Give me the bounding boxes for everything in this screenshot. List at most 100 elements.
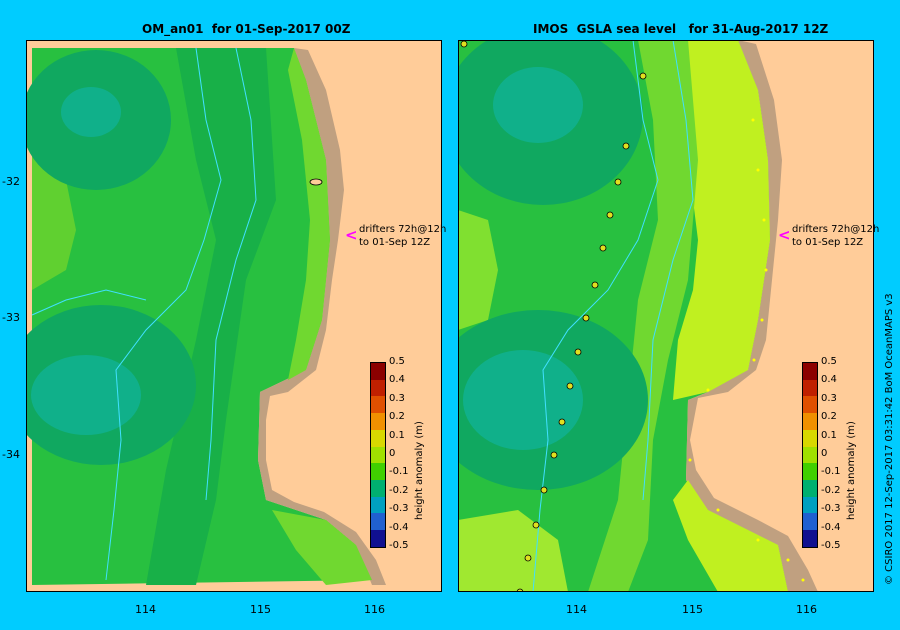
frame: [458, 40, 874, 592]
drifter-point: [582, 314, 590, 322]
colorbar-segment: [803, 463, 817, 481]
colorbar-tick-label: 0.5: [821, 356, 837, 367]
drifter-point: [550, 451, 558, 459]
eddy-south-inner: [31, 355, 141, 435]
drifter-label-right: drifters 72h@12h to 01-Sep 12Z: [792, 224, 880, 248]
lon-tick-left-1: 114: [135, 603, 156, 616]
left-map-svg: [6, 40, 442, 592]
colorbar-tick-label: 0.3: [821, 392, 837, 404]
bathymetry-line-1: [532, 39, 659, 593]
colorbar-left: [370, 362, 386, 548]
colorbar-tick-label: -0.4: [389, 521, 409, 533]
lat-tick-left-1: -32: [2, 175, 20, 188]
lon-tick-left-3: 116: [364, 603, 385, 616]
drifter-point: [540, 486, 548, 494]
colorbar-right: [802, 362, 818, 548]
left-panel-title: OM_an01 for 01-Sep-2017 00Z: [142, 22, 351, 36]
eddy-north-inner: [493, 67, 583, 143]
colorbar-tick-label: 0: [821, 448, 828, 459]
colorbar-segment: [371, 480, 385, 497]
drifter-point: [460, 40, 468, 48]
light-patch-west: [32, 150, 76, 290]
colorbar-tick-label: -0.5: [389, 540, 409, 551]
drifter-point: [574, 348, 582, 356]
colorbar-left-title: height anomaly (m): [414, 421, 425, 520]
colorbar-segment: [803, 413, 817, 430]
drifter-point: [532, 521, 540, 529]
eddy-north-inner: [61, 87, 121, 137]
colorbar-segment: [803, 496, 817, 514]
lon-tick-left-2: 115: [250, 603, 271, 616]
drifter-point: [606, 211, 614, 219]
colorbar-right-title: height anomaly (m): [846, 421, 857, 520]
drifter-point: [622, 142, 630, 150]
colorbar-tick-label: 0.1: [389, 429, 405, 441]
colorbar-tick-label: -0.1: [821, 466, 841, 478]
colorbar-tick-label: -0.2: [389, 484, 409, 496]
colorbar-tick-label: 0.2: [821, 411, 837, 423]
bathymetry-line-2: [642, 39, 694, 501]
colorbar-segment: [371, 496, 385, 514]
light-patch-west: [458, 210, 498, 330]
right-map-svg: [428, 25, 874, 596]
eddy-south-inner: [463, 350, 583, 450]
colorbar-tick-label: 0.1: [821, 429, 837, 441]
drifter-point: [614, 178, 622, 186]
colorbar-segment: [803, 446, 817, 464]
lon-tick-right-3: 116: [796, 603, 817, 616]
colorbar-tick-label: -0.5: [821, 540, 841, 551]
lat-tick-left-3: -34: [2, 448, 20, 461]
colorbar-segment: [803, 396, 817, 414]
colorbar-segment: [371, 463, 385, 481]
colorbar-segment: [371, 413, 385, 430]
colorbar-tick-label: -0.4: [821, 521, 841, 533]
mid-band: [588, 40, 698, 592]
colorbar-tick-label: 0.4: [821, 374, 837, 386]
observation-dots: [688, 118, 805, 582]
light-patch-sw: [458, 510, 568, 592]
colorbar-segment: [371, 363, 385, 380]
shelf-band: [288, 48, 330, 380]
bathymetry-line-3: [31, 289, 147, 316]
drifter-point: [639, 72, 647, 80]
drifter-point: [558, 418, 566, 426]
lon-tick-right-1: 114: [566, 603, 587, 616]
bathymetry-line-2: [205, 47, 257, 501]
shelf-band-south: [272, 510, 372, 585]
drifter-point: [566, 382, 574, 390]
colorbar-segment: [371, 396, 385, 414]
shelf-band: [673, 40, 770, 400]
colorbar-tick-label: 0.2: [389, 411, 405, 423]
shelf-band-south: [673, 480, 788, 592]
bathymetry-line-1: [105, 47, 222, 581]
drifter-point: [524, 554, 532, 562]
drifter-point: [591, 281, 599, 289]
credit-text: © CSIRO 2017 12-Sep-2017 03:31:42 BoM Oc…: [884, 293, 895, 585]
colorbar-segment: [803, 530, 817, 547]
drifter-arrow-right: <: [778, 226, 791, 244]
colorbar-tick-label: 0.4: [389, 374, 405, 386]
drifter-point: [599, 244, 607, 252]
lon-tick-right-2: 115: [682, 603, 703, 616]
right-map-panel: [428, 25, 874, 596]
colorbar-segment: [371, 429, 385, 447]
colorbar-segment: [371, 379, 385, 397]
frame: [26, 40, 442, 592]
colorbar-tick-label: 0: [389, 448, 396, 459]
colorbar-tick-label: -0.3: [821, 503, 841, 515]
drifter-arrow-left: <: [345, 226, 358, 244]
colorbar-tick-label: -0.2: [821, 484, 841, 496]
colorbar-segment: [803, 363, 817, 380]
colorbar-segment: [803, 379, 817, 397]
left-map-panel: [6, 40, 442, 592]
colorbar-tick-label: -0.1: [389, 466, 409, 478]
colorbar-segment: [371, 446, 385, 464]
colorbar-tick-label: 0.3: [389, 392, 405, 404]
island: [309, 178, 323, 186]
drifter-label-left: drifters 72h@12h to 01-Sep 12Z: [359, 224, 447, 248]
colorbar-tick-label: -0.3: [389, 503, 409, 515]
colorbar-segment: [803, 429, 817, 447]
colorbar-segment: [371, 513, 385, 531]
right-panel-title: IMOS GSLA sea level for 31-Aug-2017 12Z: [533, 22, 829, 36]
colorbar-segment: [803, 480, 817, 497]
